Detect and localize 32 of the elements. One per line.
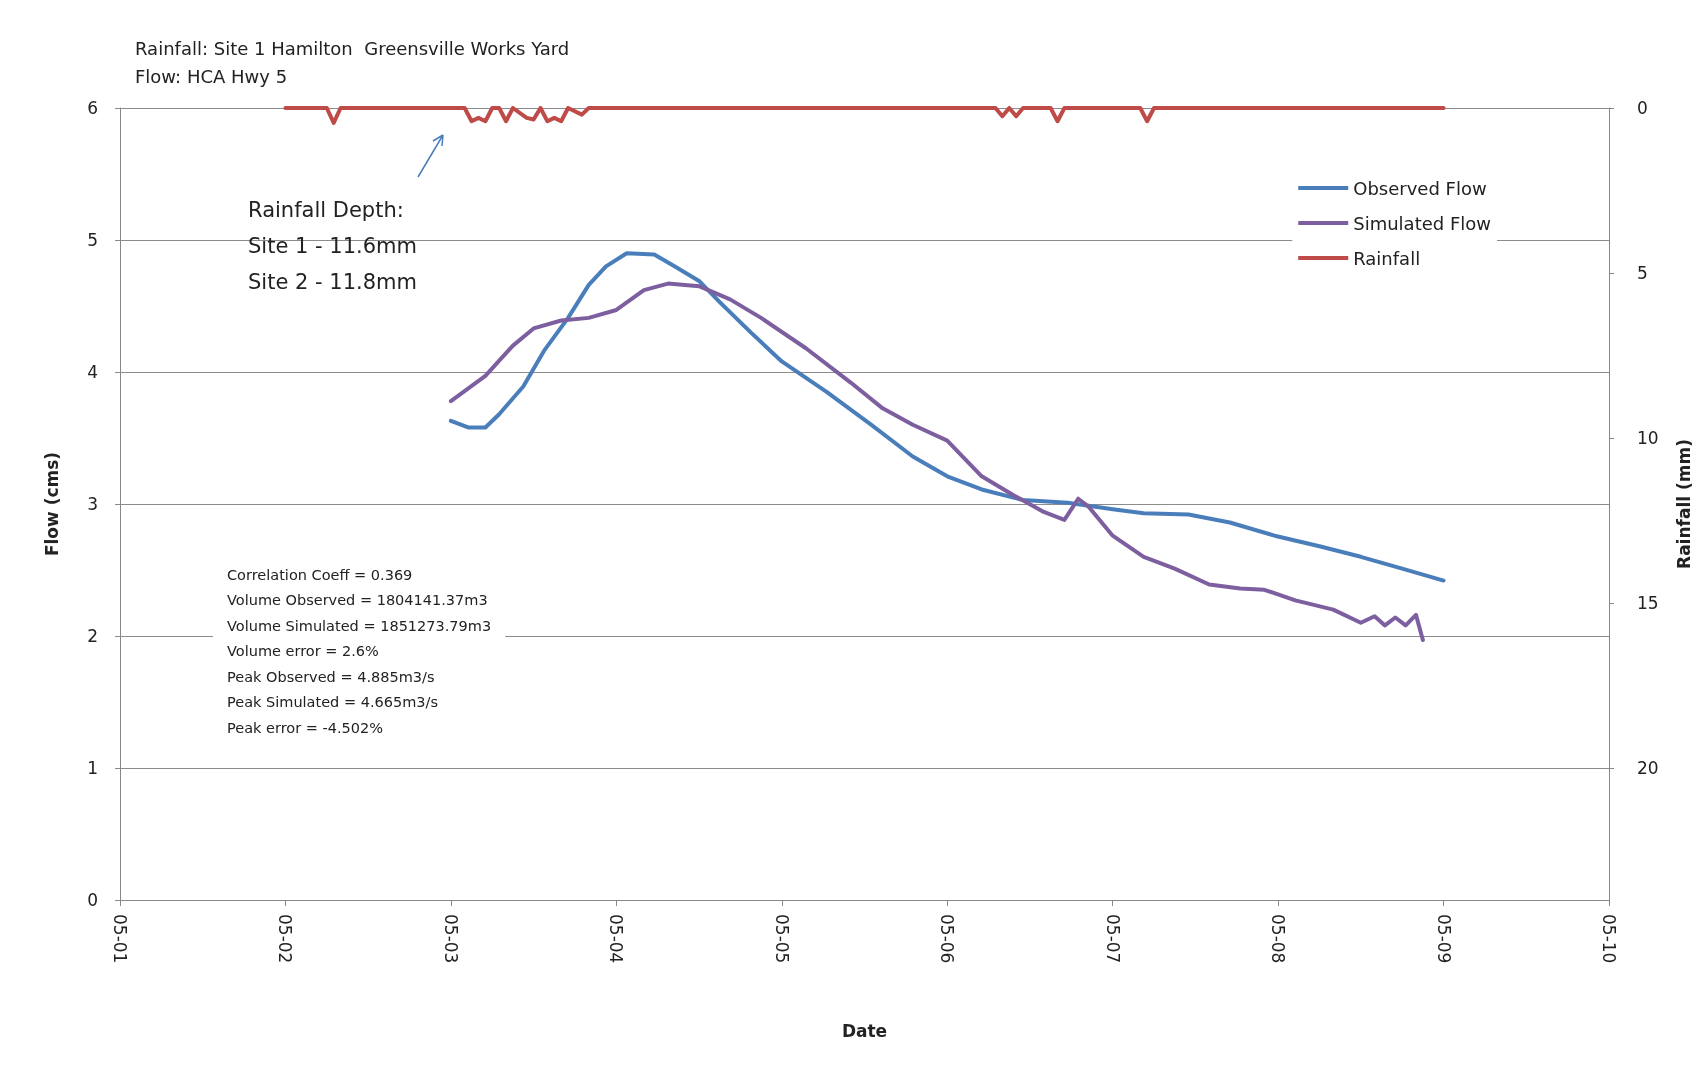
x-tick-label: 05-07 <box>1102 914 1123 964</box>
annotation: Correlation Coeff = 0.369 Volume Observed = 1804141.37m3 Volume Simulated = 1851273.79m3 Volume error = 2.6% Peak Observed = 4.885m3/s Peak Simulated = 4.665m3/s Peak error = -4.502% <box>227 566 492 736</box>
y2-axis-title: Rainfall (mm) <box>1673 439 1694 569</box>
y2-tick-label: 20 <box>1637 758 1659 778</box>
y-tick-label: 4 <box>87 362 98 382</box>
y2-tick-label: 15 <box>1637 593 1659 613</box>
y-tick-label: 6 <box>87 98 98 118</box>
y2-tick-label: 0 <box>1637 98 1648 118</box>
x-tick-label: 05-02 <box>275 914 296 964</box>
x-axis-title: Date <box>841 1020 888 1041</box>
legend-label: Rainfall <box>1353 247 1421 269</box>
y-tick-label: 1 <box>87 758 98 778</box>
y-tick-label: 2 <box>87 626 98 646</box>
legend-label: Simulated Flow <box>1353 212 1492 234</box>
y-tick-label: 5 <box>87 230 98 250</box>
y-axis-title: Flow (cms) <box>41 451 62 557</box>
chart-subtitle: Flow: HCA Hwy 5 <box>135 65 288 87</box>
x-tick-label: 05-06 <box>937 914 958 964</box>
y-tick-label: 3 <box>87 494 98 514</box>
legend-label: Observed Flow <box>1353 177 1487 199</box>
x-tick-label: 05-04 <box>606 914 627 964</box>
x-tick-label: 05-09 <box>1433 914 1454 964</box>
x-tick-label: 05-08 <box>1268 914 1289 964</box>
x-tick-label: 05-03 <box>440 914 461 964</box>
y2-tick-label: 5 <box>1637 263 1648 283</box>
y-tick-label: 0 <box>87 890 98 910</box>
x-tick-label: 05-05 <box>771 914 792 964</box>
x-tick-label: 05-01 <box>110 914 130 964</box>
x-tick-label: 05-10 <box>1599 914 1619 964</box>
y2-tick-label: 10 <box>1637 428 1659 448</box>
chart-title: Rainfall: Site 1 Hamilton Greensville Works Yard <box>135 37 570 59</box>
annotation: Rainfall Depth: Site 1 - 11.6mm Site 2 - 11.8mm <box>248 198 417 294</box>
